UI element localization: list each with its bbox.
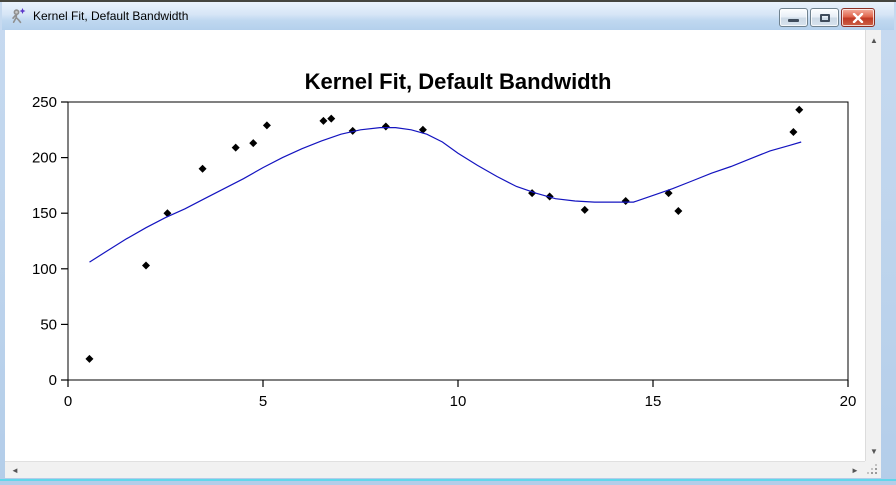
svg-text:0: 0 xyxy=(64,393,72,410)
scroll-right-button[interactable]: ► xyxy=(847,462,863,478)
minimize-button[interactable] xyxy=(779,8,808,27)
arrow-right-icon: ► xyxy=(851,465,859,475)
resize-grip[interactable] xyxy=(875,472,877,474)
window-controls xyxy=(779,8,875,27)
svg-text:250: 250 xyxy=(32,94,57,111)
kernel-fit-chart: 0 50 100 150 200 250 0 5 10 15 20 Kernel Fit, Defau… xyxy=(32,69,857,410)
window-bottom-edge xyxy=(0,479,896,481)
horizontal-scrollbar[interactable]: ◄ ► xyxy=(5,461,865,478)
svg-text:5: 5 xyxy=(259,393,267,410)
svg-text:0: 0 xyxy=(49,372,57,389)
arrow-down-icon: ▼ xyxy=(870,446,878,456)
window-top-edge xyxy=(0,0,896,2)
svg-text:150: 150 xyxy=(32,205,57,222)
svg-text:10: 10 xyxy=(450,393,467,410)
scroll-down-button[interactable]: ▼ xyxy=(866,443,882,459)
scroll-left-button[interactable]: ◄ xyxy=(7,462,23,478)
close-icon xyxy=(852,12,864,23)
scrollbar-corner xyxy=(865,461,881,478)
minimize-icon xyxy=(788,19,799,22)
vertical-scrollbar[interactable]: ▲ ▼ xyxy=(865,30,881,461)
scroll-up-button[interactable]: ▲ xyxy=(866,32,882,48)
close-button[interactable] xyxy=(841,8,875,27)
app-icon xyxy=(9,7,27,25)
chart-area: 0 50 100 150 200 250 0 5 10 15 20 Kernel Fit, Defau… xyxy=(5,30,865,461)
svg-text:200: 200 xyxy=(32,150,57,167)
svg-text:50: 50 xyxy=(40,316,57,333)
arrow-left-icon: ◄ xyxy=(11,465,19,475)
svg-text:15: 15 xyxy=(645,393,662,410)
maximize-button[interactable] xyxy=(810,8,839,27)
svg-text:20: 20 xyxy=(840,393,857,410)
svg-text:Kernel Fit, Default Bandwidth: Kernel Fit, Default Bandwidth xyxy=(305,69,612,94)
titlebar[interactable]: Kernel Fit, Default Bandwidth xyxy=(2,2,894,30)
maximize-icon xyxy=(819,13,830,22)
svg-text:100: 100 xyxy=(32,261,57,278)
window-title: Kernel Fit, Default Bandwidth xyxy=(33,9,189,23)
arrow-up-icon: ▲ xyxy=(870,35,878,45)
